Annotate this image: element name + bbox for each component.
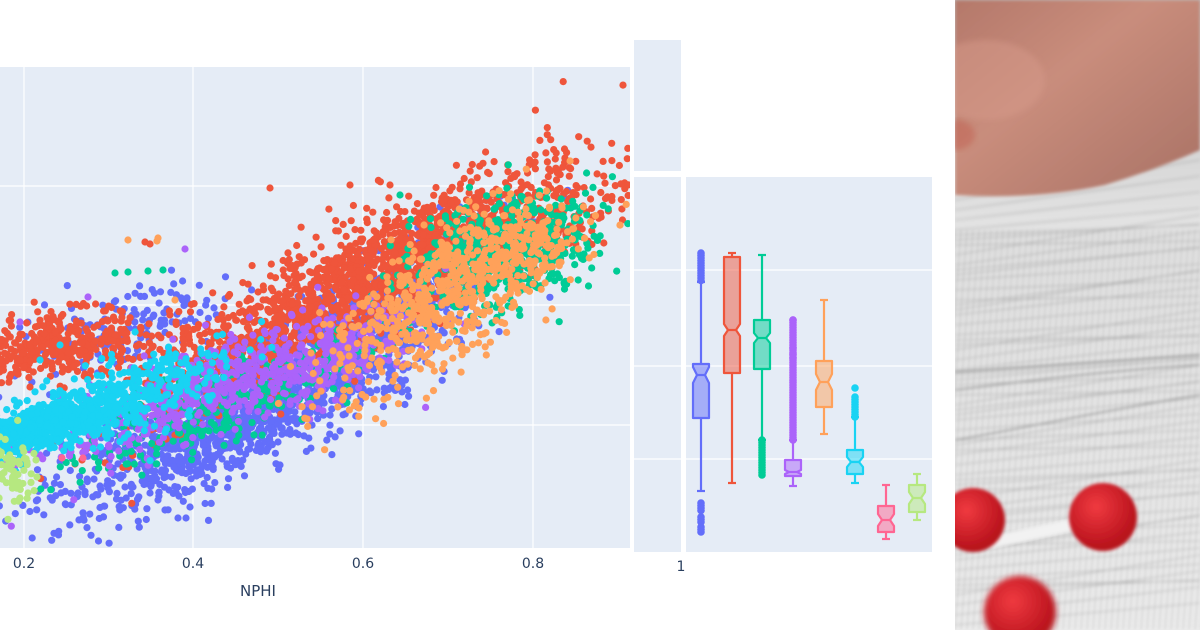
push-pin-icon	[955, 488, 1005, 552]
marginal-top-panel	[634, 40, 681, 171]
box-trace[interactable]	[907, 472, 927, 522]
x-tick-label: 0.2	[13, 556, 35, 572]
scatter-series[interactable]	[0, 416, 41, 523]
push-pin-icon	[1069, 483, 1137, 551]
decorative-photo	[955, 0, 1200, 630]
scatter-series[interactable]	[124, 157, 630, 454]
box-trace[interactable]	[691, 249, 711, 536]
box-trace[interactable]	[876, 483, 896, 541]
box-trace[interactable]	[845, 384, 865, 485]
scatter-series[interactable]	[58, 454, 87, 462]
box-trace[interactable]	[752, 253, 772, 479]
marginal-side-panel	[634, 177, 681, 552]
chart-canvas: NPHI 1 0.2 0.4 0.6 0.8	[0, 40, 932, 600]
box-trace[interactable]	[722, 251, 742, 485]
map-with-pins-photo	[955, 0, 1200, 630]
push-pin-icon	[984, 576, 1056, 630]
box-x-tick-label: 1	[677, 559, 686, 575]
scatter-points[interactable]	[0, 47, 731, 595]
axis-labels: NPHI 1 0.2 0.4 0.6 0.8	[13, 556, 686, 600]
plotly-figure: NPHI 1 0.2 0.4 0.6 0.8	[0, 40, 932, 600]
x-axis-title: NPHI	[240, 582, 276, 600]
scatter-series[interactable]	[0, 318, 276, 496]
x-tick-label: 0.8	[522, 556, 544, 572]
box-trace[interactable]	[814, 298, 834, 436]
x-tick-label: 0.6	[352, 556, 374, 572]
box-trace[interactable]	[783, 316, 803, 488]
x-tick-label: 0.4	[182, 556, 204, 572]
box-plots[interactable]	[691, 249, 927, 541]
